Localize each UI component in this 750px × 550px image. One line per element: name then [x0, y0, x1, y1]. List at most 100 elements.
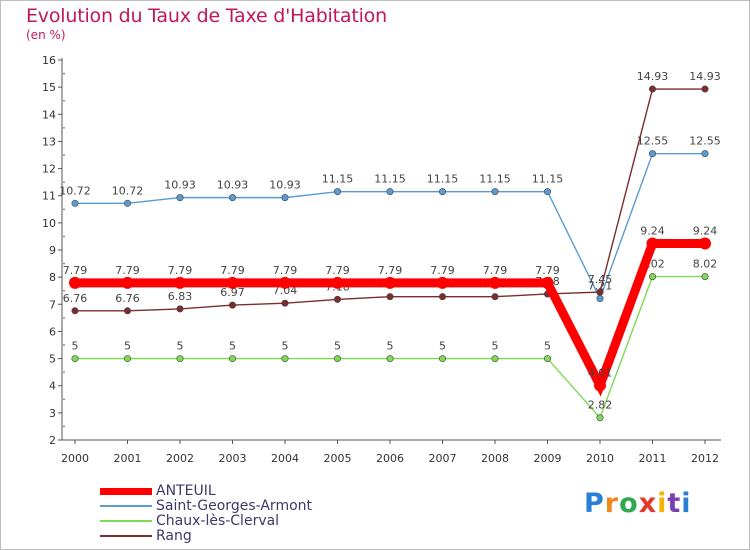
- data-label: 5: [177, 340, 184, 353]
- data-point: [596, 414, 604, 422]
- data-label: 7.79: [63, 264, 88, 277]
- data-label: 7.79: [168, 264, 193, 277]
- data-point: [281, 299, 289, 307]
- data-label: 6.97: [220, 286, 245, 299]
- legend-item-anteuil: ANTEUIL: [100, 483, 340, 499]
- x-tick-label: 2000: [61, 452, 89, 465]
- data-point: [174, 276, 186, 289]
- legend-label-anteuil: ANTEUIL: [156, 483, 216, 499]
- data-point: [229, 301, 237, 309]
- y-minor-tick: [63, 371, 65, 374]
- data-point: [69, 276, 81, 289]
- x-tick-label: 2006: [376, 452, 404, 465]
- data-label: 14.93: [637, 70, 669, 83]
- logo-letter: o: [619, 488, 639, 519]
- data-label: 11.15: [479, 173, 511, 186]
- x-tick-label: 2010: [586, 452, 614, 465]
- x-tick-label: 2005: [324, 452, 352, 465]
- y-tick-label: 14: [42, 108, 56, 121]
- data-label: 10.72: [59, 184, 91, 197]
- legend-item-chaux-les-clerval: Chaux-lès-Clerval: [100, 513, 340, 529]
- data-point: [491, 293, 499, 301]
- y-tick-label: 11: [42, 190, 56, 203]
- logo-letter: t: [667, 488, 682, 519]
- data-point: [386, 188, 394, 196]
- data-point: [384, 276, 396, 289]
- data-label: 12.55: [637, 135, 669, 148]
- data-label: 7.79: [430, 264, 455, 277]
- proxiti-logo: Proxiti: [584, 488, 692, 519]
- legend-swatch-rang: [100, 535, 152, 537]
- y-minor-tick: [63, 208, 65, 211]
- data-point: [489, 276, 501, 289]
- data-point: [386, 355, 394, 363]
- data-label: 7.79: [535, 264, 560, 277]
- data-label: 5: [124, 340, 131, 353]
- data-point: [701, 273, 709, 281]
- data-point: [281, 194, 289, 202]
- data-point: [176, 355, 184, 363]
- y-tick-label: 4: [49, 380, 56, 393]
- data-label: 12.55: [689, 135, 721, 148]
- y-minor-tick: [63, 154, 65, 156]
- data-label: 7.79: [483, 264, 508, 277]
- data-point: [71, 199, 79, 207]
- x-tick-label: 2008: [481, 452, 509, 465]
- y-tick-label: 13: [42, 135, 56, 148]
- data-point: [541, 276, 554, 289]
- x-tick-label: 2011: [639, 452, 667, 465]
- data-label: 5: [492, 340, 499, 353]
- data-point: [438, 355, 446, 363]
- y-tick-label: 8: [49, 271, 56, 284]
- y-minor-tick: [63, 235, 65, 238]
- legend-label-rang: Rang: [156, 528, 192, 544]
- data-label: 5: [439, 340, 446, 353]
- data-label: 14.93: [689, 70, 721, 83]
- data-label: 7.04: [273, 284, 298, 297]
- data-point: [229, 355, 237, 363]
- chart-title: Evolution du Taux de Taxe d'Habitation: [26, 5, 387, 27]
- y-minor-tick: [63, 425, 65, 428]
- y-minor-tick: [63, 398, 65, 401]
- data-point: [646, 237, 659, 250]
- data-label: 6.83: [168, 290, 193, 303]
- data-label: 6.76: [63, 292, 88, 305]
- chart-subtitle: (en %): [26, 28, 66, 42]
- data-label: 5: [229, 340, 236, 353]
- data-point: [226, 276, 239, 289]
- data-label: 5: [334, 340, 341, 353]
- data-label: 4.01: [588, 366, 613, 379]
- y-tick-label: 10: [42, 217, 56, 230]
- data-label: 9.24: [640, 224, 665, 237]
- data-label: 11.15: [374, 173, 406, 186]
- data-label: 7.21: [588, 280, 613, 293]
- x-tick-label: 2004: [271, 452, 299, 465]
- data-label: 11.15: [532, 173, 564, 186]
- y-tick-label: 15: [42, 81, 56, 94]
- data-point: [386, 293, 394, 301]
- logo-letter: x: [638, 488, 658, 519]
- data-label: 7.79: [220, 264, 245, 277]
- data-label: 5: [72, 340, 79, 353]
- data-label: 5: [282, 340, 289, 353]
- data-point: [648, 85, 656, 93]
- y-tick-label: 16: [42, 54, 56, 67]
- data-point: [281, 355, 289, 363]
- data-point: [701, 150, 709, 158]
- x-tick-label: 2002: [166, 452, 194, 465]
- data-point: [229, 194, 237, 202]
- y-tick-label: 3: [49, 407, 56, 420]
- legend-swatch-chaux-les-clerval: [100, 520, 152, 522]
- data-point: [71, 307, 79, 315]
- y-minor-tick: [63, 316, 65, 319]
- data-label: 5: [544, 340, 551, 353]
- data-point: [279, 276, 291, 289]
- data-label: 5: [387, 340, 394, 353]
- legend-swatch-anteuil: [100, 488, 152, 495]
- legend-label-saint-georges-armont: Saint-Georges-Armont: [156, 498, 313, 514]
- data-point: [701, 85, 709, 93]
- data-label: 10.93: [217, 179, 249, 192]
- data-point: [596, 295, 604, 303]
- data-point: [124, 307, 132, 315]
- data-label: 10.72: [112, 184, 144, 197]
